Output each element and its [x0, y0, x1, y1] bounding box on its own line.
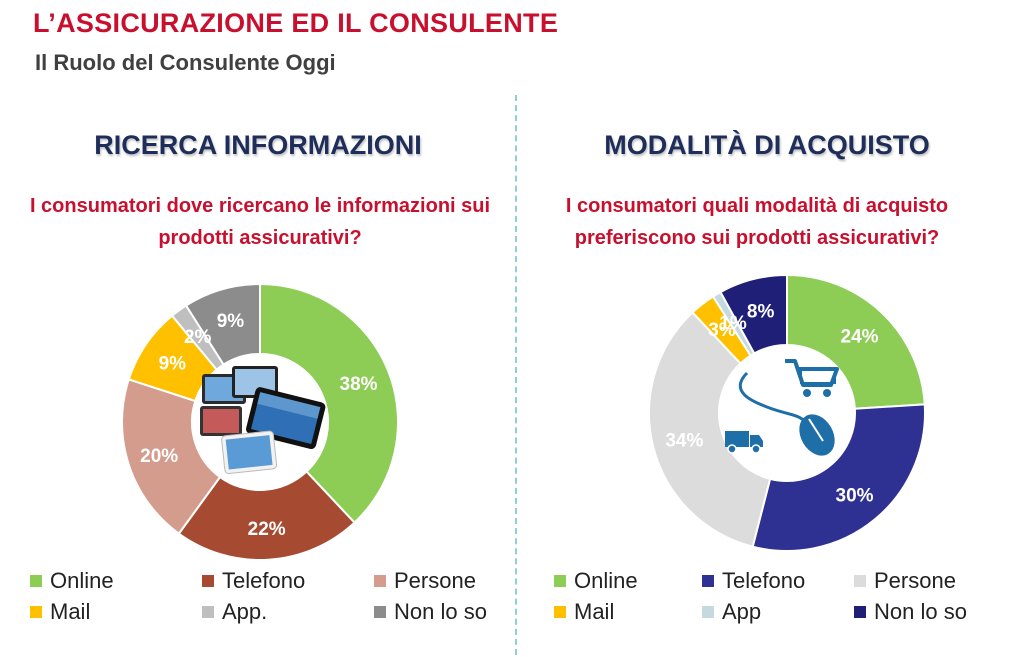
- legend-label: App: [722, 598, 762, 624]
- legend-item: Online: [30, 566, 202, 595]
- chart-title: RICERCA INFORMAZIONI: [94, 130, 422, 160]
- data-label: 9%: [217, 311, 245, 332]
- center-image-shopping-icons: [719, 345, 855, 481]
- legend-swatch: [30, 574, 42, 587]
- legend-item: Telefono: [202, 566, 374, 595]
- data-label: 8%: [747, 301, 775, 322]
- center-image-tablets-icon: [192, 354, 328, 490]
- data-label: 22%: [248, 519, 286, 540]
- data-label: 9%: [159, 353, 187, 374]
- legend-label: Mail: [50, 598, 91, 624]
- legend-label: App.: [222, 598, 268, 624]
- legend-swatch: [202, 574, 214, 587]
- legend-swatch: [202, 605, 214, 618]
- data-label: 1%: [719, 313, 747, 334]
- legend-item: Persone: [854, 566, 1004, 595]
- data-label: 20%: [140, 446, 178, 467]
- shopping-cart-icon: [785, 359, 839, 397]
- data-label: 2%: [184, 327, 212, 348]
- computer-mouse-icon: [799, 414, 835, 456]
- delivery-truck-icon: [725, 431, 763, 454]
- legend-swatch: [554, 605, 566, 618]
- legend-item: Mail: [30, 597, 202, 626]
- legend-swatch: [374, 605, 386, 618]
- legend-swatch: [554, 574, 566, 587]
- legend-item: App.: [202, 597, 374, 626]
- legend-label: Persone: [394, 567, 476, 593]
- chart-question: I consumatori quali modalità di acquisto…: [565, 195, 949, 249]
- legend-item: Persone: [374, 566, 546, 595]
- legend-label: Telefono: [222, 567, 306, 593]
- chart-legend: Online Telefono Persone Mail App. Non lo so: [30, 566, 546, 626]
- data-label: 3%: [708, 320, 736, 341]
- legend-item: App: [702, 597, 854, 626]
- chart-legend: Online Telefono Persone Mail App Non lo so: [554, 566, 1004, 626]
- legend-label: Non lo so: [874, 598, 967, 624]
- legend-item: Non lo so: [854, 597, 1004, 626]
- legend-label: Non lo so: [394, 598, 487, 624]
- donut-chart-acquisto: 24% 30% 34% 3%1%8%: [648, 273, 926, 552]
- legend-swatch: [702, 605, 714, 618]
- main-title: L’ASSICURAZIONE ED IL CONSULENTE: [33, 8, 559, 38]
- donut-chart-ricerca: 38%22%20%9%2%9%: [121, 282, 399, 561]
- legend-swatch: [702, 574, 714, 587]
- legend-item: Online: [554, 566, 702, 595]
- legend-item: Mail: [554, 597, 702, 626]
- data-label: 34%: [665, 430, 703, 451]
- chart-panel-acquisto: MODALITÀ DI ACQUISTO I consumatori quali…: [512, 0, 1024, 657]
- legend-swatch: [854, 605, 866, 618]
- legend-label: Online: [50, 567, 114, 593]
- chart-panel-ricerca: RICERCA INFORMAZIONI I consumatori dove …: [29, 130, 491, 624]
- legend-label: Telefono: [722, 567, 806, 593]
- legend-label: Online: [574, 567, 638, 593]
- legend-label: Persone: [874, 567, 956, 593]
- legend-swatch: [30, 605, 42, 618]
- legend-item: Non lo so: [374, 597, 546, 626]
- section-divider: [515, 95, 517, 655]
- chart-question: I consumatori dove ricercano le informaz…: [29, 195, 491, 249]
- chart-title: MODALITÀ DI ACQUISTO: [604, 130, 930, 160]
- legend-label: Mail: [574, 598, 615, 624]
- legend-item: Telefono: [702, 566, 854, 595]
- legend-swatch: [374, 574, 386, 587]
- legend-swatch: [854, 574, 866, 587]
- data-label: 30%: [836, 486, 874, 507]
- data-label: 24%: [841, 327, 879, 348]
- data-label: 38%: [340, 374, 378, 395]
- sub-title: Il Ruolo del Consulente Oggi: [35, 50, 336, 75]
